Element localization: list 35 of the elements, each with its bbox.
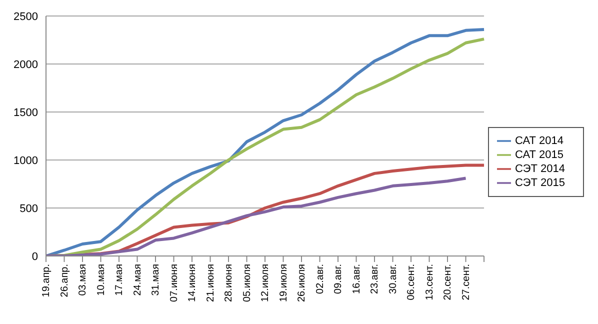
x-tick-label: 24.мая [132,264,144,296]
y-tick-label: 1500 [14,106,38,119]
x-tick-label: 17.мая [114,264,126,296]
x-tick-label: 12.июля [260,264,272,302]
y-tick-label: 2500 [14,10,38,23]
legend-label: САТ 2015 [515,148,564,161]
x-tick-label: 26.июля [296,264,308,302]
y-tick-label: 2000 [14,58,38,71]
x-tick-label: 16.авг. [351,264,362,294]
x-tick-label: 03.мая [78,264,89,296]
x-tick-label: 19.июля [278,264,290,302]
line-series [44,176,468,256]
x-tick-label: 10.мая [96,264,107,296]
y-tick-label: 0 [32,250,38,263]
x-tick-label: 19.апр. [41,264,52,298]
x-tick-label: 23.авг. [370,264,381,294]
x-tick-label: 05.июля [242,264,253,302]
legend-label: СЭТ 2015 [515,176,565,189]
legend-label: СЭТ 2014 [515,162,565,175]
x-tick-label: 20.сент. [442,264,454,300]
x-tick-label: 13.сент. [424,264,436,300]
x-tick-label: 14.июня [187,264,198,302]
y-tick-label: 1000 [14,154,38,167]
x-tick-label: 21.июня [205,264,216,302]
x-tick-label: 07.июня [168,264,180,302]
x-tick-label: 27.сент. [460,264,472,300]
x-tick-label: 06.сент. [406,264,418,300]
x-tick-label: 28.июня [224,264,235,302]
x-tick-label: 26.апр. [59,264,70,298]
legend-label: САТ 2014 [515,134,564,147]
x-tick-label: 09.авг. [333,264,344,294]
x-tick-label: 02.авг. [314,264,326,294]
x-tick-label: 31.мая [150,264,162,296]
y-tick-label: 500 [20,202,38,215]
x-tick-label: 30.авг. [388,264,399,294]
